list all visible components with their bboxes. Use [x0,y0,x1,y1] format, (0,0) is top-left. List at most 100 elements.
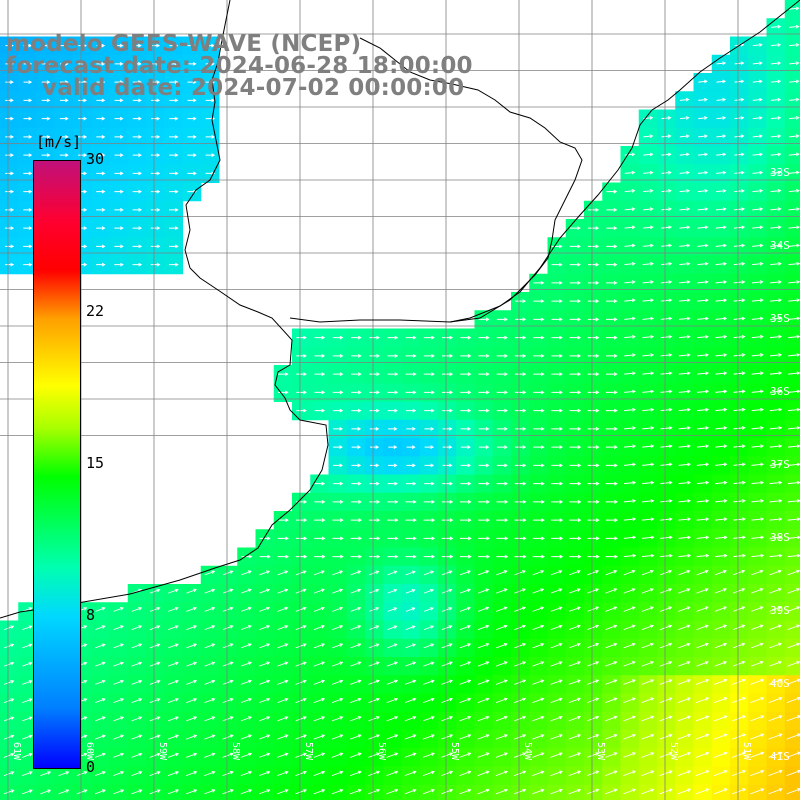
wind-cell [146,638,165,658]
wind-arrow [788,207,800,211]
wind-arrow [240,789,253,795]
wind-arrow [533,372,545,376]
wind-cell [565,638,585,658]
wind-cell [620,547,640,567]
wind-arrow [114,116,124,121]
wind-arrow [495,679,508,685]
wind-arrow [333,427,344,431]
wind-arrow [422,788,435,795]
wind-arrow [642,316,655,321]
wind-cell [730,182,749,202]
wind-arrow [587,661,600,667]
wind-arrow [624,389,636,394]
wind-arrow [95,607,106,612]
wind-cell [383,766,402,786]
wind-cell [784,109,800,129]
wind-arrow [351,481,362,486]
wind-arrow [441,588,453,594]
wind-arrow [604,788,618,795]
wind-cell [657,365,676,384]
wind-cell [146,711,165,731]
wind-cell [657,511,676,530]
wind-arrow [313,570,325,576]
wind-arrow [788,116,800,120]
wind-cell [766,711,786,731]
wind-cell [657,292,676,311]
wind-cell [620,711,640,731]
wind-cell [638,419,658,439]
wind-cell [748,547,767,567]
wind-cell [657,255,676,275]
wind-cell [547,565,567,585]
wind-arrow [5,62,14,66]
wind-arrow [132,208,143,212]
wind-arrow [5,153,15,157]
wind-arrow [3,716,15,722]
wind-cell [748,36,767,56]
wind-arrow [750,751,765,758]
wind-arrow [149,752,161,758]
wind-arrow [3,680,15,685]
wind-arrow [405,536,417,541]
wind-arrow [169,80,179,84]
wind-arrow [716,170,727,175]
wind-arrow [404,788,417,795]
wind-cell [638,328,658,348]
wind-arrow [132,80,142,84]
wind-arrow [23,244,33,249]
wind-cell [237,620,256,640]
wind-arrow [241,554,253,559]
wind-arrow [732,569,746,576]
wind-cell [547,730,567,749]
wind-arrow [641,770,655,777]
wind-arrow [660,334,673,339]
wind-cell [784,693,800,713]
wind-arrow [78,153,88,157]
wind-arrow [169,62,179,66]
wind-arrow [114,135,124,139]
wind-arrow [187,153,197,157]
wind-arrow [716,189,727,193]
wind-arrow [623,715,636,722]
wind-arrow [204,606,216,612]
wind-arrow [714,569,728,576]
wind-arrow [715,298,728,303]
wind-cell [675,182,694,202]
wind-arrow [606,317,618,322]
wind-cell [602,657,621,676]
wind-cell [748,565,767,585]
wind-arrow [550,770,563,777]
wind-arrow [569,281,581,285]
wind-arrow [21,789,33,795]
wind-arrow [422,734,435,740]
wind-cell [438,693,457,713]
wind-cell [675,237,694,256]
wind-cell [730,602,749,621]
wind-cell [766,54,786,74]
wind-arrow [187,43,197,48]
wind-cell [237,784,256,800]
wind-arrow [770,97,782,102]
wind-cell [620,328,640,348]
wind-arrow [678,606,691,612]
wind-arrow [369,588,380,594]
wind-cell [200,748,220,767]
wind-arrow [496,500,509,504]
wind-cell [657,127,676,147]
wind-arrow [151,80,161,84]
wind-arrow [277,734,289,740]
wind-cell [18,766,37,786]
wind-cell [657,602,676,621]
wind-arrow [495,661,508,667]
wind-cell [584,657,603,676]
wind-cell [292,730,311,749]
wind-arrow [459,770,472,777]
wind-cell [511,784,530,800]
wind-arrow [478,408,490,413]
wind-cell [638,565,658,585]
wind-arrow [751,569,764,576]
wind-cell [693,511,713,530]
wind-cell [18,693,37,713]
wind-cell [511,602,530,621]
wind-arrow [788,24,800,29]
